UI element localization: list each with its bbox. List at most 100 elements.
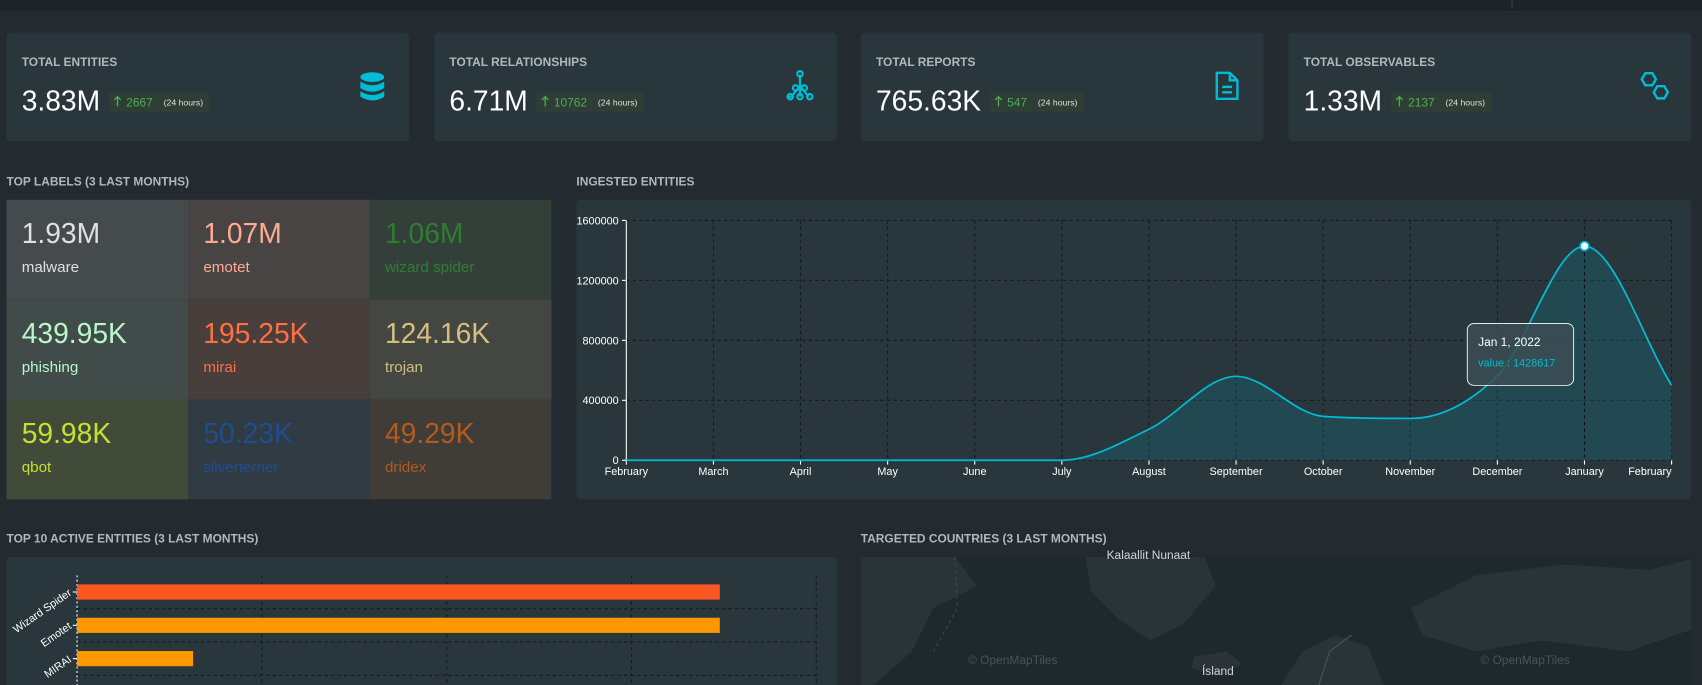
label-tile-tint — [6, 299, 189, 400]
tooltip — [1466, 323, 1575, 386]
icon — [1652, 85, 1670, 100]
card-value: 3.83M — [22, 85, 100, 117]
delta-badge — [108, 92, 210, 112]
label-name: wizard spider — [384, 259, 474, 276]
land — [1191, 651, 1243, 676]
delta-badge — [1390, 92, 1492, 112]
label-name: qbot — [22, 459, 52, 476]
x-tick-label: July — [1052, 466, 1072, 478]
icon — [786, 92, 795, 101]
label-tile-tint — [6, 199, 189, 300]
stat-card: TOTAL OBSERVABLES 1.33M 2137 (24 hours) — [1288, 32, 1692, 142]
label-value: 50.23K — [203, 417, 293, 449]
delta-period: (24 hours) — [1038, 97, 1078, 107]
delta-value: 2667 — [126, 95, 153, 109]
label-name: phishing — [22, 359, 79, 376]
section-title: TOP 10 ACTIVE ENTITIES (3 LAST MONTHS) — [7, 532, 259, 546]
delta-arrow — [541, 95, 549, 107]
x-tick-label: February — [605, 466, 649, 478]
x-tick-label: May — [877, 466, 898, 478]
icon — [796, 92, 804, 101]
y-tick-label: 400000 — [583, 395, 619, 407]
label-tile — [188, 399, 370, 500]
delta-arrow — [113, 95, 122, 107]
label-tile — [369, 299, 552, 400]
x-tick-label: June — [963, 466, 987, 478]
border — [1318, 634, 1352, 685]
x-tick-label: March — [698, 466, 728, 478]
label-tile — [188, 299, 370, 400]
delta-period: (24 hours) — [598, 97, 638, 107]
card-title: TOTAL RELATIONSHIPS — [449, 55, 587, 69]
icon — [360, 81, 385, 92]
delta-value: 2137 — [1408, 95, 1435, 109]
label-tile — [369, 399, 552, 500]
land — [860, 556, 977, 685]
card-title: TOTAL ENTITIES — [22, 55, 118, 69]
ingested-chart: 0 400000 800000 1200000 1600000 February March… — [576, 199, 1692, 500]
label-value: 1.06M — [385, 217, 463, 249]
map: Kalaallit Nunaat Ísland © OpenMapTiles © Op… — [860, 548, 1692, 685]
land — [1280, 635, 1384, 685]
tooltip-value: value : 1428617 — [1478, 358, 1555, 370]
label-tile — [369, 199, 552, 300]
card-background — [6, 32, 410, 142]
icon — [791, 84, 800, 92]
card-background — [434, 32, 837, 142]
land — [1085, 556, 1216, 641]
panel — [576, 199, 1692, 500]
icon — [1215, 71, 1239, 101]
section-title: TOP LABELS (3 LAST MONTHS) — [7, 175, 190, 189]
delta-badge — [536, 92, 644, 112]
map-label: Kalaallit Nunaat — [1107, 548, 1191, 562]
label-name: malware — [22, 259, 79, 276]
x-tick-label: August — [1132, 466, 1166, 478]
label-value: 59.98K — [22, 417, 112, 449]
label-name: dridex — [385, 459, 427, 476]
card-background — [1288, 32, 1692, 142]
map-label: Ísland — [1202, 663, 1234, 678]
section-title: INGESTED ENTITIES — [576, 175, 694, 189]
label-tile-tint — [6, 399, 189, 500]
icon — [1640, 72, 1658, 87]
label-value: 439.95K — [22, 317, 127, 349]
label-name: silverterrier — [203, 459, 278, 476]
stat-card: TOTAL RELATIONSHIPS 6.71M 10762 (24 hours) — [434, 32, 837, 142]
icon — [360, 72, 385, 82]
label-tile-tint — [369, 299, 552, 400]
label-value: 1.07M — [203, 217, 281, 249]
label-tile — [6, 299, 189, 400]
delta-arrow — [1395, 95, 1404, 107]
card-value: 1.33M — [1304, 85, 1382, 117]
label-tile-tint — [369, 199, 552, 300]
label-name: trojan — [385, 359, 423, 376]
label-tile-tint — [188, 399, 370, 500]
delta-value: 547 — [1007, 95, 1027, 109]
x-tick-label: February — [1628, 466, 1672, 478]
label-tile — [6, 199, 189, 300]
bar — [77, 617, 720, 633]
label-tile-tint — [188, 199, 370, 300]
y-tick-label: 1600000 — [576, 215, 618, 227]
x-tick-label: November — [1385, 466, 1435, 478]
x-tick-label: April — [790, 466, 812, 478]
tooltip-title: Jan 1, 2022 — [1478, 335, 1541, 349]
section-title: TARGETED COUNTRIES (3 LAST MONTHS) — [861, 532, 1107, 546]
label-tile — [188, 199, 370, 300]
label-value: 1.93M — [22, 217, 100, 249]
label-name: emotet — [203, 259, 250, 276]
label-value: 195.25K — [203, 317, 308, 349]
label-value: 124.16K — [385, 317, 490, 349]
delta-arrow — [994, 95, 1003, 107]
y-tick-label: 800000 — [583, 335, 619, 347]
y-tick-label: 1200000 — [576, 275, 618, 287]
card-title: TOTAL REPORTS — [876, 55, 976, 69]
card-value: 765.63K — [876, 85, 981, 117]
label-name: mirai — [203, 359, 236, 376]
delta-period: (24 hours) — [164, 97, 204, 107]
top-labels: 1.93M malware 1.07M emotet 1.06M wizard spide… — [6, 199, 552, 500]
stat-card: TOTAL REPORTS 765.63K 547 (24 hours) — [860, 32, 1264, 142]
map-attribution: © OpenMapTiles — [1480, 653, 1569, 667]
y-tick-label: 0 — [613, 455, 619, 467]
